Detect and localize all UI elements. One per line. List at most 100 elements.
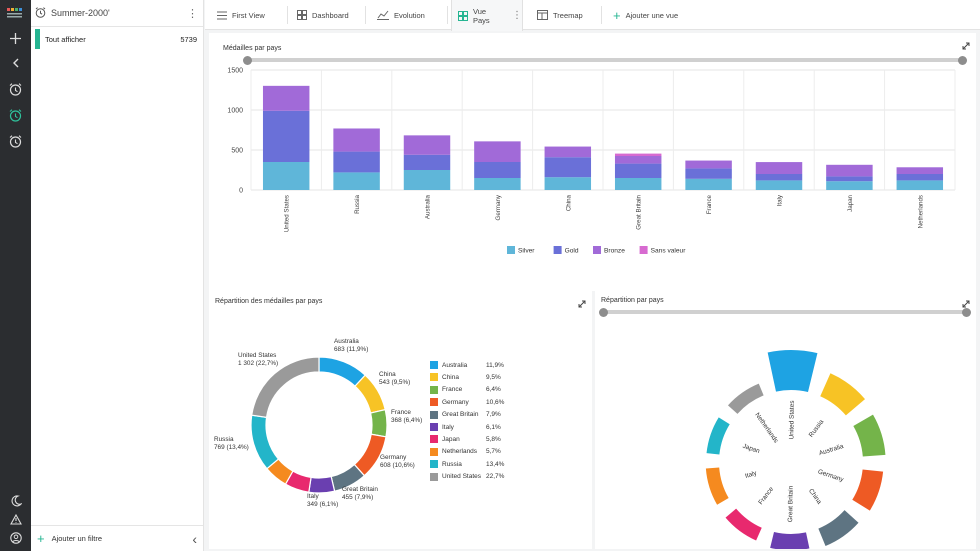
- legend-label: Germany: [442, 398, 469, 406]
- donut-slice: [250, 414, 280, 470]
- range-slider-end-handle[interactable]: [962, 307, 971, 317]
- alarm-icon[interactable]: [0, 130, 31, 152]
- range-slider[interactable]: [243, 55, 967, 65]
- y-tick-label: 1000: [227, 108, 243, 115]
- bar-segment-sans-valeur: [614, 153, 662, 156]
- x-tick-label: Australia: [425, 194, 432, 219]
- bar-segment-bronze: [544, 146, 592, 158]
- legend-swatch: [430, 373, 438, 382]
- legend-percent: 5,7%: [486, 448, 501, 456]
- range-slider-start-handle[interactable]: [243, 55, 252, 65]
- range-slider-end-handle[interactable]: [958, 55, 967, 65]
- plus-icon: +: [613, 7, 621, 23]
- y-tick-label: 500: [231, 148, 243, 155]
- treemap-icon: [537, 10, 548, 20]
- donut-callout-value: 608 (10,6%): [380, 462, 415, 469]
- legend-label: Bronze: [604, 248, 625, 255]
- filter-item-show-all[interactable]: Tout afficher 5739: [35, 29, 200, 49]
- medal-distribution-panel: Répartition des médailles par pays Austr…: [209, 291, 592, 549]
- x-tick-label: Germany: [495, 194, 502, 220]
- radial-bar: [852, 469, 884, 511]
- radial-bar: [853, 414, 886, 457]
- expand-icon[interactable]: [578, 295, 586, 313]
- add-filter-button[interactable]: + Ajouter un filtre ‹: [31, 525, 203, 551]
- x-tick-label: Russia: [354, 194, 361, 213]
- app-logo-icon: [6, 6, 25, 21]
- range-slider[interactable]: [599, 307, 971, 317]
- donut-callout-value: 769 (13,4%): [214, 444, 249, 451]
- bar-segment-silver: [896, 180, 944, 190]
- radial-bar: [818, 510, 859, 546]
- add-view-button[interactable]: + Ajouter une vue: [613, 0, 678, 30]
- donut-slice: [369, 408, 388, 438]
- radial-bar: [767, 350, 818, 393]
- bar-segment-bronze: [685, 160, 732, 169]
- donut-callout-name: China: [379, 371, 396, 378]
- warning-icon[interactable]: [0, 508, 31, 530]
- bar-segment-gold: [755, 174, 803, 181]
- donut-legend-item: Italy 6,1%: [430, 423, 501, 431]
- user-account-icon[interactable]: [0, 527, 31, 549]
- alarm-active-icon[interactable]: [0, 104, 31, 126]
- radial-label: Great Britain: [787, 485, 795, 522]
- kebab-menu-icon[interactable]: ⋮: [187, 7, 198, 20]
- tab-kebab-icon[interactable]: ⋮: [512, 10, 522, 21]
- y-tick-label: 0: [239, 188, 243, 195]
- legend-percent: 10,6%: [486, 398, 505, 406]
- donut-callout-name: France: [391, 409, 411, 416]
- donut-legend-item: United States 22,7%: [430, 472, 504, 481]
- tab-first-view[interactable]: First View: [217, 0, 265, 30]
- radial-label: Australia: [818, 443, 845, 457]
- legend-label: United States: [442, 473, 482, 481]
- bar-segment-silver: [544, 177, 592, 190]
- donut-legend-item: France 6,4%: [430, 385, 501, 394]
- expand-icon[interactable]: [962, 295, 970, 313]
- expand-icon[interactable]: [962, 37, 970, 55]
- tab-label: Ajouter une vue: [625, 10, 679, 20]
- donut-callout-value: 1 302 (22,7%): [238, 360, 278, 367]
- range-slider-start-handle[interactable]: [599, 307, 608, 317]
- panel-title: Médailles par pays: [223, 45, 282, 52]
- bar-segment-bronze: [896, 167, 944, 174]
- x-tick-label: France: [706, 194, 713, 214]
- donut-callout-value: 368 (6,4%): [391, 417, 422, 424]
- bar-segment-bronze: [614, 156, 662, 164]
- bar-segment-silver: [755, 180, 803, 190]
- tab-label: Evolution: [394, 10, 425, 20]
- x-tick-label: Great Britain: [636, 194, 643, 229]
- back-chevron-icon[interactable]: [0, 52, 31, 74]
- legend-label: China: [442, 373, 459, 381]
- radial-bar: [820, 373, 866, 416]
- radial-bar: [770, 531, 810, 549]
- icon-rail: [0, 0, 31, 551]
- tab-treemap[interactable]: Treemap: [537, 0, 583, 30]
- legend-label: Australia: [442, 361, 468, 369]
- alarm-clock-icon: [35, 6, 46, 20]
- legend-percent: 5,8%: [486, 435, 501, 443]
- tab-label: First View: [232, 10, 265, 20]
- donut-legend-item: Japan 5,8%: [430, 435, 501, 444]
- legend-percent: 7,9%: [486, 411, 501, 419]
- collapse-chevron-icon[interactable]: ‹: [192, 531, 197, 547]
- legend-swatch: [430, 472, 438, 481]
- tab-evolution[interactable]: Evolution: [377, 0, 425, 30]
- country-radial-panel: Répartition par pays United States Russia…: [595, 291, 976, 549]
- legend-label: Japan: [442, 435, 460, 443]
- bar-segment-gold: [333, 151, 380, 173]
- dark-mode-moon-icon[interactable]: [0, 490, 31, 512]
- filter-panel: Summer-2000' ⋮ Tout afficher 5739 + Ajou…: [31, 0, 204, 551]
- bar-segment-bronze: [262, 85, 310, 111]
- panel-title: Répartition par pays: [601, 297, 664, 304]
- tab-vue-pays[interactable]: Vue Pays ⋮: [451, 0, 523, 31]
- filter-item-label: Tout afficher: [45, 34, 86, 44]
- country-grid-icon: [458, 10, 468, 21]
- donut-legend-item: Netherlands 5,7%: [430, 447, 501, 456]
- bar-segment-gold: [614, 163, 662, 178]
- bar-segment-bronze: [755, 162, 803, 174]
- legend-swatch: [430, 410, 438, 419]
- x-tick-label: Japan: [847, 194, 854, 211]
- donut-callout-name: Germany: [380, 454, 407, 461]
- add-icon[interactable]: [0, 27, 31, 49]
- alarm-icon[interactable]: [0, 78, 31, 100]
- tab-dashboard[interactable]: Dashboard: [297, 0, 349, 30]
